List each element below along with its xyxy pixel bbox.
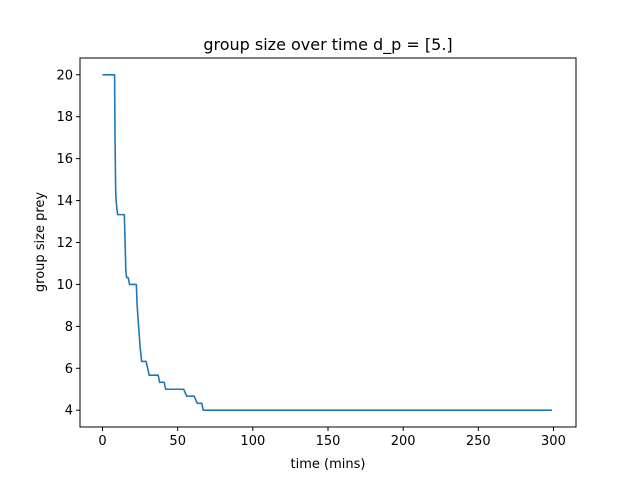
y-tick-label: 20 [56,68,73,83]
plot-area-frame [79,57,577,428]
x-tick-label: 150 [316,434,341,449]
series-line-0 [102,73,552,412]
y-axis-label: group size prey [33,192,48,293]
y-tick-label: 16 [56,152,73,167]
x-tick-label: 100 [240,434,265,449]
x-tick-label: 200 [391,434,416,449]
y-tick-label: 18 [56,110,73,125]
x-axis-ticks: 0 50 100 150 200 250 300 [98,427,566,449]
x-tick-label: 250 [466,434,491,449]
y-tick-label: 8 [65,320,73,335]
x-axis-label: time (mins) [291,457,366,472]
x-tick-label: 50 [169,434,186,449]
plot-line-layer [102,73,552,412]
y-tick-label: 14 [56,194,73,209]
y-tick-label: 12 [56,236,73,251]
y-axis-ticks: 4 6 8 10 12 14 16 18 20 [56,68,80,419]
chart-title: group size over time d_p = [5.] [203,35,452,55]
y-tick-label: 6 [65,362,73,377]
x-tick-label: 0 [98,434,106,449]
x-tick-label: 300 [541,434,566,449]
y-tick-label: 10 [56,278,73,293]
y-tick-label: 4 [65,404,73,419]
